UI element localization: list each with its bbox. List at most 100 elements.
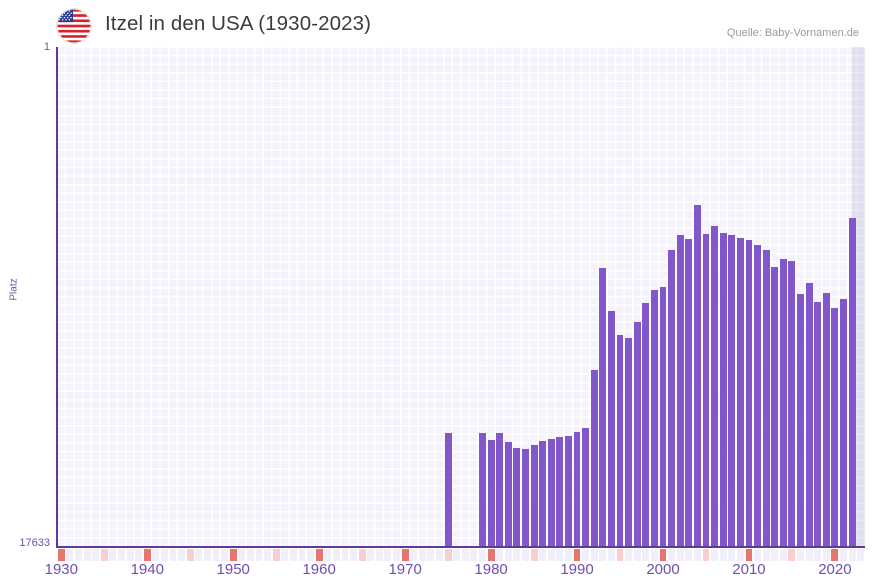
bar bbox=[848, 218, 856, 547]
x-axis-tick-1977 bbox=[461, 549, 469, 561]
x-axis-tick-1964 bbox=[350, 549, 357, 561]
bar bbox=[693, 205, 701, 547]
bar bbox=[754, 245, 761, 547]
x-axis-label-1950: 1950 bbox=[216, 561, 250, 578]
page-title: Itzel in den USA (1930-2023) bbox=[105, 12, 372, 35]
bar bbox=[479, 433, 486, 547]
x-axis-tick-1965 bbox=[358, 549, 366, 561]
x-axis-tick-2002 bbox=[676, 549, 684, 561]
x-axis-tick-2010 bbox=[745, 549, 753, 561]
us-flag-icon bbox=[57, 9, 91, 43]
x-axis-tick-1986 bbox=[539, 549, 547, 561]
x-axis-tick-2016 bbox=[797, 549, 804, 561]
x-axis-tick-1971 bbox=[410, 549, 418, 561]
x-axis-tick-2015 bbox=[788, 549, 796, 561]
x-axis-tick-1961 bbox=[324, 549, 332, 561]
x-axis-tick-1934 bbox=[92, 549, 100, 561]
x-axis-tick-1990 bbox=[573, 549, 581, 561]
x-axis-tick-1972 bbox=[418, 549, 426, 561]
bar bbox=[762, 250, 770, 547]
chart-header: Itzel in den USA (1930-2023) Quelle: Bab… bbox=[0, 0, 873, 47]
x-axis-tick-1966 bbox=[367, 549, 375, 561]
x-axis-tick-2017 bbox=[805, 549, 813, 561]
x-axis-tick-2009 bbox=[736, 549, 744, 561]
x-axis-tick-1997 bbox=[633, 549, 641, 561]
bar bbox=[642, 303, 650, 547]
x-axis-label-1930: 1930 bbox=[44, 561, 78, 578]
source-note: Quelle: Baby-Vornamen.de bbox=[726, 27, 859, 39]
x-axis-tick-1998 bbox=[642, 549, 650, 561]
bar bbox=[711, 226, 718, 547]
bar bbox=[685, 239, 693, 547]
x-axis-tick-1970 bbox=[401, 549, 409, 561]
x-axis-tick-1935 bbox=[100, 549, 108, 561]
x-axis-tick-1944 bbox=[178, 549, 186, 561]
x-axis-tick-1951 bbox=[238, 549, 246, 561]
x-axis-tick-2014 bbox=[779, 549, 787, 561]
x-axis-tick-1949 bbox=[221, 549, 229, 561]
plot-area bbox=[57, 47, 865, 547]
x-axis-tick-marks bbox=[57, 549, 865, 561]
y-axis-top-tick-label: 1 bbox=[43, 41, 50, 53]
x-axis-tick-2000 bbox=[659, 549, 667, 561]
x-axis-tick-1941 bbox=[152, 549, 160, 561]
x-axis-tick-2022 bbox=[848, 549, 856, 561]
x-axis-label-1970: 1970 bbox=[388, 561, 422, 578]
x-axis-label-2020: 2020 bbox=[818, 561, 852, 578]
x-axis-tick-2006 bbox=[711, 549, 718, 561]
x-axis-tick-1955 bbox=[272, 549, 280, 561]
bar bbox=[779, 259, 787, 547]
bar bbox=[668, 250, 676, 547]
x-axis-tick-1962 bbox=[332, 549, 340, 561]
bar bbox=[797, 294, 804, 547]
x-axis-tick-1978 bbox=[470, 549, 478, 561]
bar bbox=[513, 448, 521, 547]
x-axis-tick-2013 bbox=[771, 549, 779, 561]
x-axis-tick-1931 bbox=[66, 549, 74, 561]
y-axis-line bbox=[56, 47, 58, 548]
x-axis-tick-2023 bbox=[857, 549, 865, 561]
x-axis-tick-1967 bbox=[375, 549, 383, 561]
x-axis-tick-1985 bbox=[530, 549, 538, 561]
x-axis-tick-1957 bbox=[289, 549, 297, 561]
x-axis-tick-1980 bbox=[487, 549, 495, 561]
bar bbox=[805, 283, 813, 547]
bar bbox=[702, 234, 710, 547]
x-axis-tick-1992 bbox=[590, 549, 598, 561]
x-axis-tick-1945 bbox=[186, 549, 194, 561]
bar bbox=[771, 267, 779, 547]
bar bbox=[650, 290, 658, 547]
bar bbox=[736, 238, 744, 547]
bar bbox=[496, 433, 504, 547]
x-axis-tick-1958 bbox=[298, 549, 306, 561]
bar bbox=[487, 440, 495, 547]
x-axis-tick-1948 bbox=[212, 549, 220, 561]
x-axis-tick-2012 bbox=[762, 549, 770, 561]
x-axis-tick-1984 bbox=[522, 549, 529, 561]
bar bbox=[573, 432, 581, 547]
bar bbox=[719, 233, 727, 547]
x-axis-tick-1995 bbox=[616, 549, 624, 561]
x-axis-tick-2001 bbox=[668, 549, 676, 561]
x-axis-tick-2019 bbox=[822, 549, 830, 561]
x-axis-tick-1982 bbox=[504, 549, 512, 561]
x-axis-label-2010: 2010 bbox=[732, 561, 766, 578]
bar bbox=[522, 449, 529, 547]
x-axis-tick-1936 bbox=[109, 549, 117, 561]
x-axis-tick-1930 bbox=[57, 549, 65, 561]
x-axis-tick-1987 bbox=[547, 549, 555, 561]
x-axis-tick-1937 bbox=[118, 549, 125, 561]
x-axis-tick-1993 bbox=[599, 549, 607, 561]
bar bbox=[565, 436, 572, 547]
x-axis-tick-1947 bbox=[203, 549, 211, 561]
bar bbox=[659, 287, 667, 547]
x-axis-tick-2020 bbox=[831, 549, 839, 561]
x-axis-tick-2005 bbox=[702, 549, 710, 561]
x-axis-tick-2004 bbox=[693, 549, 701, 561]
x-axis-tick-1943 bbox=[169, 549, 177, 561]
bar bbox=[814, 302, 822, 547]
x-axis-tick-1939 bbox=[135, 549, 143, 561]
x-axis-tick-1988 bbox=[556, 549, 564, 561]
x-axis-tick-1956 bbox=[281, 549, 289, 561]
x-axis-tick-1932 bbox=[75, 549, 82, 561]
